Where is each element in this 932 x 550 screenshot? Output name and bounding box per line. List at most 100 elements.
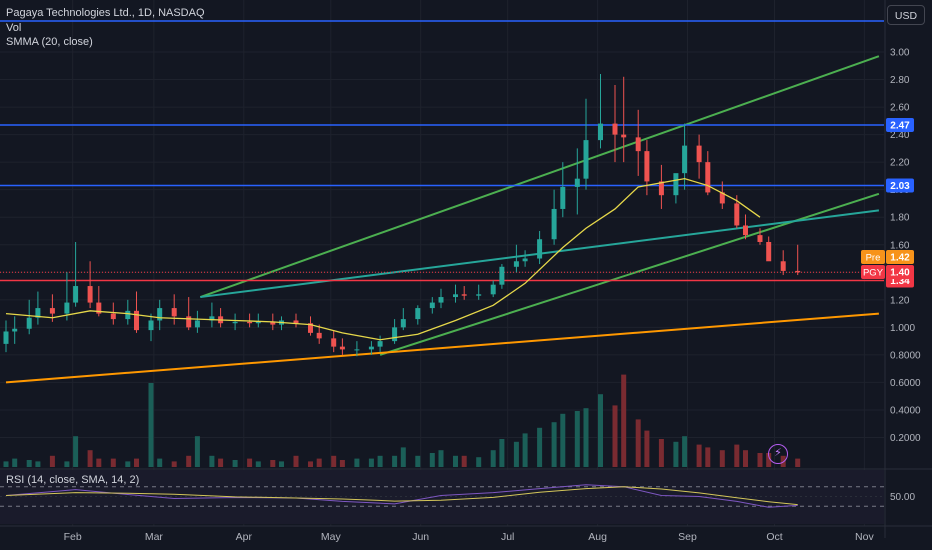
volume-bar	[12, 458, 18, 467]
volume-bar	[194, 436, 200, 467]
trendline[interactable]	[379, 192, 880, 356]
trendlines[interactable]	[5, 55, 880, 384]
pre-name-box	[861, 250, 885, 264]
volume-bar	[490, 450, 496, 467]
chart-legend: Pagaya Technologies Ltd., 1D, NASDAQ Vol…	[6, 6, 205, 50]
volume-bar	[453, 455, 458, 467]
candle-body	[134, 310, 139, 331]
pgy-name: PGY	[863, 268, 884, 279]
candle-body	[400, 319, 406, 328]
y-tick-label: 2.80	[890, 75, 910, 86]
candle-body	[209, 316, 215, 321]
candle-body	[743, 225, 748, 236]
volume-bar	[476, 457, 482, 467]
volume-bar	[644, 430, 650, 467]
volume-bar	[522, 433, 528, 467]
volume-bar	[705, 447, 711, 467]
x-tick-label: Sep	[678, 531, 697, 543]
volume-bar	[96, 458, 102, 467]
volume-bar	[186, 455, 192, 467]
trendline[interactable]	[199, 55, 880, 299]
x-tick-label: Feb	[64, 531, 82, 543]
volume-bar	[134, 458, 139, 467]
volume-bar	[598, 394, 603, 467]
rsi-lines	[5, 484, 798, 508]
volume-bar	[499, 439, 505, 467]
candle-body	[658, 181, 664, 196]
pgy-tag-value: 1.40	[890, 268, 910, 279]
volume-bar	[392, 455, 398, 467]
horizontal-levels[interactable]	[0, 20, 884, 282]
volume-bar	[3, 461, 9, 467]
volume-bar	[232, 460, 238, 467]
y-tick-label: 2.20	[890, 158, 910, 169]
candle-body	[719, 192, 725, 204]
y-tick-label: 2.60	[890, 103, 910, 114]
candle-body	[247, 321, 253, 324]
volume-bar	[64, 461, 70, 467]
candlesticks	[3, 74, 801, 357]
rsi-pane: 50.00	[0, 468, 932, 524]
volume-bar	[537, 427, 543, 467]
candle-body	[795, 270, 801, 273]
volume-bar	[719, 450, 725, 467]
volume-bar	[279, 461, 284, 467]
rsi-indicator-label[interactable]: RSI (14, close, SMA, 14, 2)	[6, 474, 140, 486]
volume-bar	[743, 450, 748, 467]
volume-bar	[415, 455, 421, 467]
candle-body	[621, 134, 627, 138]
rsi-sma-line	[5, 486, 798, 506]
volume-bar	[49, 455, 55, 467]
candle-body	[35, 308, 41, 318]
y-tick-label: 1.20	[890, 295, 910, 306]
y-tick-label: 0.2000	[890, 433, 921, 444]
volume-bar	[35, 461, 41, 467]
candle-body	[270, 321, 276, 325]
volume-bar	[110, 458, 116, 467]
candle-body	[339, 346, 345, 350]
volume-indicator-label[interactable]: Vol	[6, 21, 22, 34]
volume-bar	[125, 461, 131, 467]
volume-bar	[795, 458, 801, 467]
y-tick-label: 1.60	[890, 240, 910, 251]
x-tick-label: Oct	[766, 531, 782, 543]
smma-line	[5, 177, 761, 341]
candle-body	[583, 140, 589, 179]
candle-body	[73, 286, 79, 303]
candle-body	[644, 151, 650, 182]
volume-bar	[682, 436, 688, 467]
candle-body	[255, 321, 261, 324]
volume-bar	[293, 455, 299, 467]
pgy-tag-box	[886, 265, 914, 279]
volume-bar	[87, 450, 93, 467]
candle-body	[612, 123, 618, 135]
volume-bar	[612, 405, 618, 467]
trendline[interactable]	[5, 312, 879, 384]
time-axis[interactable]: Feb Mar Apr May Jun Jul Aug Sep Oct Nov	[0, 525, 932, 543]
lightning-icon[interactable]: ⚡	[768, 444, 788, 464]
candle-body	[316, 332, 322, 339]
level-tag-value: 2.03	[890, 181, 910, 192]
chart-title[interactable]: Pagaya Technologies Ltd., 1D, NASDAQ	[6, 7, 205, 19]
candle-body	[537, 239, 543, 259]
rsi-line	[5, 484, 798, 508]
currency-button[interactable]: USD	[887, 5, 925, 25]
volume-bar	[247, 458, 253, 467]
candle-body	[696, 145, 702, 163]
volume-bar	[757, 453, 763, 467]
volume-bar	[270, 460, 276, 467]
volume-bar	[255, 461, 261, 467]
candle-body	[110, 313, 116, 320]
candle-body	[26, 317, 32, 329]
candle-body	[513, 261, 519, 267]
smma-indicator-label[interactable]: SMMA (20, close)	[6, 36, 93, 48]
x-tick-label: Jul	[501, 531, 514, 543]
pre-tag-value: 1.42	[890, 253, 910, 264]
volume-bar	[461, 455, 467, 467]
level-tag-value: 2.47	[890, 120, 910, 131]
candle-body	[125, 310, 131, 320]
x-tick-label: Aug	[588, 531, 607, 543]
candle-body	[673, 173, 679, 196]
candle-body	[757, 235, 763, 242]
